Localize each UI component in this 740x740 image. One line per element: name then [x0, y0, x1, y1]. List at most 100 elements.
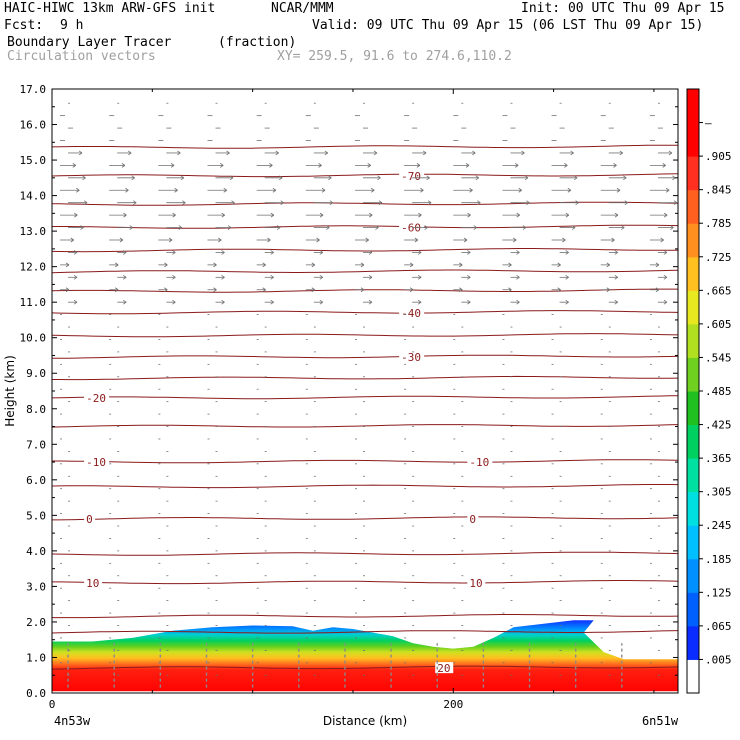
vector-arrow-head — [565, 250, 569, 255]
vector-arrow-head — [321, 187, 326, 193]
x-start-location: 4n53w — [54, 714, 91, 728]
contour-label: 20 — [437, 662, 450, 675]
vector-arrow-head — [378, 200, 383, 206]
vector-arrow-head — [221, 250, 225, 255]
y-tick-label: 12.0 — [20, 261, 47, 274]
vector-arrow-head — [319, 212, 324, 218]
contour-line — [52, 459, 678, 464]
vector-arrow-head — [473, 225, 478, 230]
vector-arrow-head — [614, 250, 619, 255]
colorbar-label: .725 — [705, 251, 732, 264]
colorbar-label: .065 — [705, 620, 732, 633]
axes: 0.0 1.0 2.0 3.0 4.0 5.0 6.0 7.0 8.0 9.0 10.0 11.0 12… — [3, 83, 679, 728]
vector-arrow-head — [418, 212, 422, 218]
vector-arrow-head — [177, 150, 181, 156]
vector-arrow-head — [129, 225, 133, 230]
vector-arrow-head — [665, 187, 670, 193]
vector-arrow-head — [670, 225, 674, 230]
vector-arrow-head — [311, 262, 316, 268]
vector-arrow-head — [122, 274, 127, 280]
vector-arrow-head — [223, 187, 227, 193]
vector-arrow-head — [368, 299, 373, 305]
vector-arrow-head — [83, 200, 88, 206]
vector-arrow-head — [326, 225, 330, 230]
vector-arrow-head — [73, 299, 78, 305]
temperature-contours: -70 -60 -40 -30 -20 -10 -10 0 0 10 10 20 — [52, 144, 678, 675]
vector-arrow-head — [311, 287, 316, 293]
vector-arrow-head — [114, 287, 119, 293]
vector-arrow-head — [221, 299, 225, 305]
vector-arrow-head — [164, 287, 168, 293]
colorbar-swatch — [687, 525, 699, 560]
vector-arrow-head — [522, 225, 527, 230]
vector-arrow-head — [663, 299, 668, 305]
vector-arrow-head — [127, 150, 132, 156]
vector-arrow-head — [606, 287, 610, 293]
vector-arrow-head — [172, 299, 176, 305]
vector-arrow-head — [182, 200, 186, 206]
vector-arrow-head — [565, 299, 569, 305]
vector-arrow-head — [463, 237, 468, 243]
vector-arrow-head — [416, 163, 421, 168]
y-tick-label: 13.0 — [20, 225, 47, 238]
contour-line — [52, 484, 678, 489]
contour-label: 10 — [86, 577, 99, 590]
contour-label: 0 — [86, 513, 93, 526]
contour-line — [52, 354, 678, 359]
colorbar-swatch — [687, 122, 699, 157]
secondary-field-name: Circulation vectors — [7, 49, 156, 64]
colorbar-label: .785 — [705, 217, 732, 230]
colorbar-label: .305 — [705, 486, 732, 499]
init-time: Init: 00 UTC Thu 09 Apr 15 — [521, 1, 725, 16]
vector-arrow-head — [623, 175, 627, 181]
contour-label: -30 — [401, 351, 421, 364]
vector-arrow-head — [516, 274, 520, 280]
x-tick-label: 200 — [443, 698, 463, 711]
contour-label: 0 — [469, 513, 476, 526]
vector-arrow-head — [328, 175, 332, 181]
y-tick-label: 7.0 — [26, 438, 46, 451]
colorbar-swatch — [687, 189, 699, 224]
vector-arrow-head — [417, 274, 422, 280]
contour-label-bg — [399, 351, 425, 363]
vector-arrow-head — [668, 150, 673, 156]
vector-arrow-head — [73, 250, 78, 255]
colorbar-swatch — [687, 323, 699, 358]
vector-arrow-head — [524, 175, 529, 181]
vector-arrow-head — [368, 250, 373, 255]
vector-arrow-head — [319, 274, 324, 280]
vector-arrow-head — [409, 287, 414, 293]
vector-arrow-head — [472, 150, 476, 156]
vector-arrow-head — [518, 187, 522, 193]
vector-arrow-head — [74, 212, 78, 218]
vector-arrow-head — [82, 175, 86, 181]
vector-arrow-head — [571, 225, 576, 230]
vector-arrow-head — [221, 212, 225, 218]
colorbar-label: .485 — [705, 385, 732, 398]
colorbar-swatch — [687, 223, 699, 258]
vector-arrow-head — [262, 262, 266, 268]
vector-arrow-head — [465, 163, 470, 168]
contour-label-bg — [399, 306, 425, 318]
contour-line — [52, 269, 678, 274]
contour-label-bg — [467, 512, 479, 524]
vector-arrow-head — [512, 237, 517, 243]
vector-arrow-head — [663, 250, 668, 255]
vector-arrow-head — [270, 212, 275, 218]
vector-arrow-head — [663, 212, 668, 218]
vector-arrow-head — [218, 237, 222, 243]
contour-label: -70 — [401, 170, 421, 183]
tracer-area — [52, 620, 678, 693]
circulation-vectors — [60, 102, 678, 688]
vector-arrow-head — [508, 287, 512, 293]
vector-arrow-head — [614, 274, 619, 280]
cross-section-coordinates: XY= 259.5, 91.6 to 274.6,110.2 — [277, 49, 512, 64]
vector-arrow-head — [174, 187, 178, 193]
field-units: (fraction) — [218, 35, 297, 50]
y-tick-label: 8.0 — [26, 403, 46, 416]
contour-line — [52, 395, 678, 400]
vector-arrow-head — [123, 212, 127, 218]
y-tick-label: 15.0 — [20, 154, 47, 167]
vector-arrow-head — [573, 175, 578, 181]
colorbar-label: .365 — [705, 452, 732, 465]
